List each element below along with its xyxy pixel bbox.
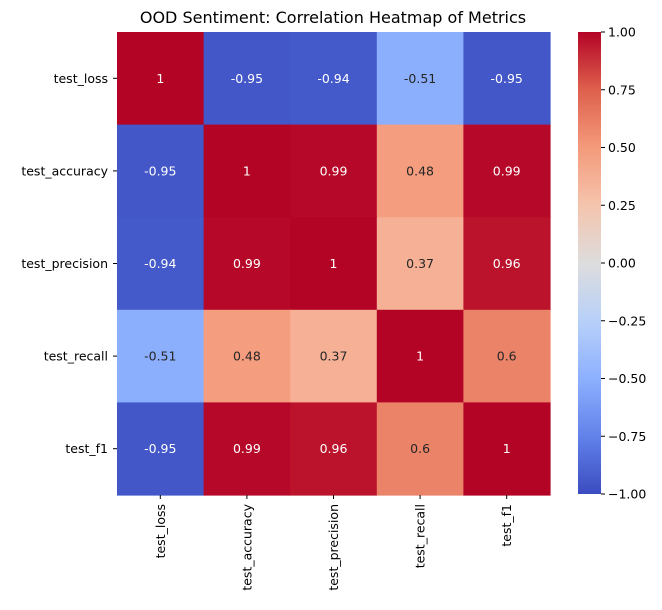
- chart-title: OOD Sentiment: Correlation Heatmap of Me…: [140, 8, 526, 27]
- cell-value-label: -0.51: [144, 349, 176, 364]
- cell-value-label: 0.99: [320, 163, 348, 178]
- cell-value-label: 0.48: [406, 163, 434, 178]
- cell-value-label: -0.94: [317, 71, 349, 86]
- heatmap-cell: [376, 32, 464, 126]
- cell-value-label: 1: [503, 441, 511, 456]
- row-tick-label: test_f1: [65, 441, 108, 456]
- heatmap-cell: [117, 124, 205, 218]
- colorbar-tick-label: 0.75: [608, 82, 636, 97]
- column-tick-label: test_accuracy: [239, 503, 254, 590]
- cell-value-label: 0.6: [497, 349, 517, 364]
- cell-value-label: 0.48: [233, 349, 261, 364]
- heatmap-cell: [203, 402, 291, 496]
- cell-value-label: -0.94: [144, 256, 176, 271]
- cell-value-label: -0.95: [144, 441, 176, 456]
- cell-value-label: 0.96: [493, 256, 521, 271]
- heatmap-cell: [203, 32, 291, 126]
- cell-value-label: 0.96: [320, 441, 348, 456]
- heatmap-cell: [203, 217, 291, 311]
- cell-value-label: -0.95: [231, 71, 263, 86]
- cell-value-label: 0.37: [406, 256, 434, 271]
- column-tick-label: test_loss: [153, 504, 168, 558]
- heatmap-cell: [463, 217, 551, 311]
- heatmap-cell: [376, 217, 464, 311]
- colorbar-tick-label: 0.25: [608, 198, 636, 213]
- colorbar-gradient: [578, 32, 601, 494]
- row-tick-label: test_accuracy: [21, 163, 108, 178]
- heatmap-cells: 1 -0.95 -0.94 -0.51 -0.95 -0.95 1 0.99 0.48 0.99 -…: [117, 32, 551, 496]
- colorbar-tick-label: −0.75: [608, 429, 646, 444]
- heatmap-cell: [203, 309, 291, 403]
- cell-value-label: 1: [156, 71, 164, 86]
- colorbar-tick-label: 0.50: [608, 140, 636, 155]
- cell-value-label: 1: [243, 163, 251, 178]
- colorbar-tick-label: 1.00: [608, 25, 636, 40]
- heatmap-cell: [203, 124, 291, 218]
- heatmap-cell: [376, 124, 464, 218]
- colorbar-tick-label: 0.00: [608, 256, 636, 271]
- colorbar-tick-label: −0.25: [608, 313, 646, 328]
- column-tick-label: test_f1: [499, 504, 514, 547]
- heatmap-cell: [290, 309, 378, 403]
- cell-value-label: 0.99: [233, 441, 261, 456]
- cell-value-label: -0.95: [144, 163, 176, 178]
- cell-value-label: 0.99: [493, 163, 521, 178]
- column-tick-label: test_precision: [326, 504, 341, 591]
- heatmap-cell: [463, 309, 551, 403]
- cell-value-label: 0.99: [233, 256, 261, 271]
- heatmap-cell: [463, 402, 551, 496]
- row-tick-label: test_loss: [54, 71, 108, 86]
- row-tick-label: test_recall: [44, 349, 108, 364]
- colorbar-tick-label: −1.00: [608, 487, 646, 502]
- colorbar: 1.00 0.75 0.50 0.25 0.00 −0.25 −0.50 −0.75 −1.00: [578, 25, 646, 502]
- heatmap-cell: [290, 32, 378, 126]
- colorbar-tick-label: −0.50: [608, 371, 646, 386]
- column-tick-label: test_recall: [413, 504, 428, 568]
- heatmap-cell: [117, 402, 205, 496]
- heatmap-cell: [117, 217, 205, 311]
- cell-value-label: -0.95: [491, 71, 523, 86]
- heatmap-cell: [117, 32, 205, 126]
- column-tick-labels: test_loss test_accuracy test_precision test…: [153, 495, 514, 591]
- cell-value-label: 1: [416, 349, 424, 364]
- heatmap-cell: [290, 402, 378, 496]
- heatmap-cell: [290, 124, 378, 218]
- heatmap-cell: [376, 309, 464, 403]
- heatmap-cell: [117, 309, 205, 403]
- cell-value-label: -0.51: [404, 71, 436, 86]
- row-tick-labels: test_loss test_accuracy test_precisiontest…: [21, 71, 117, 456]
- heatmap-cell: [376, 402, 464, 496]
- cell-value-label: 0.6: [410, 441, 430, 456]
- cell-value-label: 1: [330, 256, 338, 271]
- heatmap-cell: [463, 32, 551, 126]
- heatmap-cell: [463, 124, 551, 218]
- cell-value-label: 0.37: [320, 349, 348, 364]
- heatmap-cell: [290, 217, 378, 311]
- row-tick-label: test_precision: [21, 256, 108, 271]
